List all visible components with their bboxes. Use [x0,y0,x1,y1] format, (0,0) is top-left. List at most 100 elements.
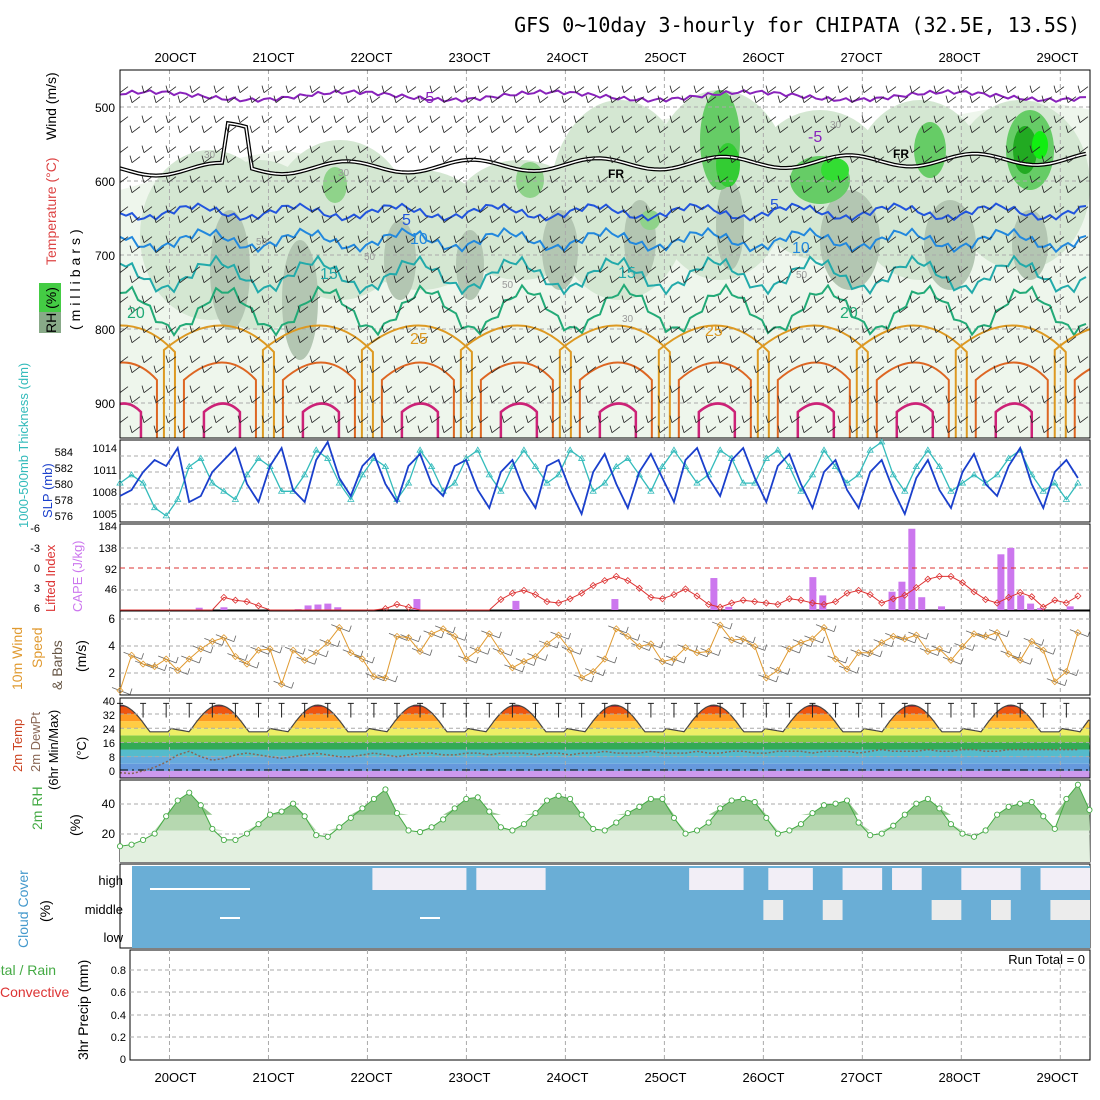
wind-barb [177,245,189,253]
thickness-point [312,446,320,453]
wind10-barb [481,630,502,639]
wind-barb [777,185,789,193]
wind-barb [741,265,753,273]
wind10-barb [169,666,191,675]
wind-barb [669,205,681,213]
wind-barb [285,85,297,93]
minmax-bar [509,702,516,718]
wind-barb [1017,305,1029,313]
wind-barb [453,145,465,153]
wind-barb [837,175,849,183]
wind-barb [501,325,513,333]
thickness-point [577,454,586,461]
wind-barb [393,275,405,283]
minmax-bar [532,702,539,718]
wind-barb [849,215,861,223]
minmax-bar [901,702,908,718]
temp-label-5: 5 [770,197,779,214]
wind-barb [765,385,777,393]
li-point [1039,603,1047,611]
li-point [393,600,401,608]
wind-barb [861,115,873,123]
wind-barb [465,215,477,223]
wind10-barb [815,624,837,632]
wind-barb [981,325,993,333]
wind-barb [405,325,417,333]
li-point [635,584,643,592]
wind-barb [1017,245,1029,253]
wind-barb [381,145,393,153]
wind-barb [693,205,705,213]
wind-barb [729,245,741,253]
wind-barb [969,215,981,223]
wind10-barb [527,653,548,661]
cape-bar [611,599,619,610]
wind-barb [273,125,285,133]
wind-barb [825,305,837,313]
wind-barb [633,305,645,313]
wind10-point [324,639,332,647]
wind-barb [981,385,993,393]
thickness-point [993,471,1001,478]
li-tick: -3 [30,543,40,555]
wind-barb [1077,295,1089,303]
thickness-point [150,503,159,511]
wind10-barb [838,665,860,674]
wind-barb [453,265,465,273]
rh-shade-green [323,167,347,203]
wind-barb [1077,205,1089,213]
wind-barb [237,85,249,93]
wind-barb [681,185,693,193]
wind-barb [549,295,561,303]
wind-barb [561,95,573,103]
wind-barb [321,365,333,373]
wind-barb [633,335,645,343]
wind-barb [129,245,141,253]
wind-barb [261,385,273,393]
x-tick-top: 20OCT [155,50,197,65]
wind10-point [554,631,563,639]
wind-barb [777,365,789,373]
rh2m-point [982,827,989,834]
wind-barb [897,335,909,343]
wind-barb [525,115,537,123]
wind-barb [489,305,501,313]
wind-barb [129,125,141,133]
wind-barb [573,415,585,423]
wind10-point [428,630,436,638]
wind-barb [597,115,609,123]
rh-shade-30 [120,784,1090,815]
rh2m-point [209,825,216,832]
thickness-point [1051,479,1059,486]
wind-barb [345,305,357,313]
wind10-barb [561,646,583,655]
wind-barb [141,85,153,93]
wind-barb [165,205,177,213]
wind-barb [849,155,861,163]
wind-barb [801,215,813,223]
wind-barb [585,395,597,403]
wind-barb [357,265,369,273]
wind10-point [924,647,932,656]
li-point [982,595,990,604]
wind-barb [861,325,873,333]
minmax-bar [370,702,377,718]
wind-barb [633,245,645,253]
wind-barb [321,215,333,223]
wind-barb [525,265,537,273]
wind-barb [981,205,993,213]
contour-15 [120,254,1087,296]
thickness-tick: 580 [55,479,73,491]
cloud-clear-middle [1050,900,1090,920]
wind-barb [1029,85,1041,93]
wind-barb [561,305,573,313]
wind10-point [982,632,990,640]
thickness-point [924,446,932,453]
li-point [601,577,609,585]
wind-barb [201,275,213,283]
wind-barb [873,125,885,133]
wind-barb [1053,145,1065,153]
rh2m-point [636,803,643,810]
thickness-tick: 582 [55,463,73,475]
wind-barb [501,415,513,423]
